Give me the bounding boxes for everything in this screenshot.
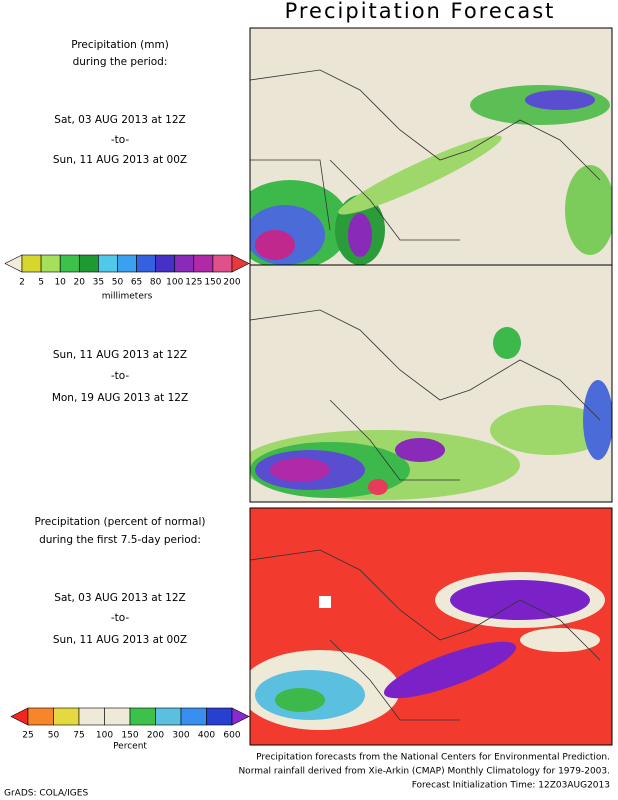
colorbar-arrow bbox=[231, 707, 250, 726]
colorbar-segment bbox=[117, 254, 137, 273]
colorbar-label: 25 bbox=[22, 731, 33, 741]
period-end: Sun, 11 AUG 2013 at 00Z bbox=[53, 634, 187, 646]
colorbar-segment bbox=[59, 254, 80, 273]
panel-heading: during the period: bbox=[73, 56, 168, 68]
colorbar-label: 50 bbox=[48, 731, 60, 741]
map-1 bbox=[250, 28, 612, 265]
period-end: Sun, 11 AUG 2013 at 00Z bbox=[53, 154, 187, 166]
colorbar-label: 150 bbox=[204, 278, 221, 288]
colorbar-label: 2 bbox=[19, 278, 25, 288]
colorbar-label: 600 bbox=[223, 731, 240, 741]
colorbar-segment bbox=[193, 254, 214, 273]
panel-heading: Precipitation (percent of normal) bbox=[35, 516, 206, 528]
colorbar-segment bbox=[155, 254, 176, 273]
period-separator: -to- bbox=[111, 370, 130, 382]
colorbar-label: 150 bbox=[121, 731, 138, 741]
footer-line: Precipitation forecasts from the Nationa… bbox=[256, 753, 610, 763]
period-start: Sat, 03 AUG 2013 at 12Z bbox=[54, 114, 185, 126]
colorbar-unit: millimeters bbox=[102, 292, 153, 302]
colorbar-segment bbox=[27, 707, 54, 726]
colorbar-unit: Percent bbox=[113, 742, 147, 752]
colorbar-segment bbox=[40, 254, 61, 273]
colorbar-segment bbox=[180, 707, 207, 726]
colorbar-segment bbox=[212, 254, 233, 273]
colorbar-label: 35 bbox=[93, 278, 104, 288]
footer-line: Normal rainfall derived from Xie-Arkin (… bbox=[238, 767, 610, 777]
credit: GrADS: COLA/IGES bbox=[4, 789, 88, 799]
colorbar-arrow bbox=[231, 254, 250, 273]
colorbar-segment bbox=[78, 707, 105, 726]
colorbar-segment bbox=[206, 707, 233, 726]
panel-heading: during the first 7.5-day period: bbox=[39, 534, 201, 546]
colorbar-segment bbox=[53, 707, 80, 726]
panel-heading: Precipitation (mm) bbox=[71, 39, 169, 51]
period-end: Mon, 19 AUG 2013 at 12Z bbox=[52, 392, 188, 404]
period-separator: -to- bbox=[111, 612, 130, 624]
colorbar-label: 10 bbox=[54, 278, 66, 288]
colorbar-label: 200 bbox=[223, 278, 240, 288]
map-2 bbox=[250, 265, 612, 502]
period-start: Sun, 11 AUG 2013 at 12Z bbox=[53, 349, 187, 361]
colorbar-label: 400 bbox=[198, 731, 215, 741]
colorbar-segment bbox=[104, 707, 131, 726]
colorbar-label: 200 bbox=[147, 731, 164, 741]
footer-line: Forecast Initialization Time: 12Z03AUG20… bbox=[412, 781, 610, 791]
title: Precipitation Forecast bbox=[285, 0, 556, 23]
colorbar-arrow bbox=[10, 707, 29, 726]
colorbar-label: 5 bbox=[38, 278, 44, 288]
colorbar-segment bbox=[21, 254, 42, 273]
colorbar-segment bbox=[155, 707, 182, 726]
colorbar-segment bbox=[98, 254, 118, 273]
colorbar-label: 100 bbox=[96, 731, 113, 741]
colorbar-label: 100 bbox=[166, 278, 183, 288]
colorbar-segment bbox=[78, 254, 99, 273]
colorbar-label: 50 bbox=[112, 278, 124, 288]
map-frame bbox=[249, 264, 613, 503]
colorbar-segment bbox=[136, 254, 156, 273]
colorbar-arrow bbox=[4, 254, 23, 273]
colorbar-label: 300 bbox=[172, 731, 189, 741]
colorbar-label: 80 bbox=[150, 278, 162, 288]
colorbar-label: 75 bbox=[73, 731, 84, 741]
colorbar-label: 65 bbox=[131, 278, 142, 288]
period-start: Sat, 03 AUG 2013 at 12Z bbox=[54, 592, 185, 604]
colorbar-segment bbox=[174, 254, 195, 273]
period-separator: -to- bbox=[111, 134, 130, 146]
colorbar-label: 20 bbox=[74, 278, 86, 288]
colorbar-label: 125 bbox=[185, 278, 202, 288]
map-frame bbox=[249, 507, 613, 746]
map-3 bbox=[250, 508, 612, 745]
colorbar-segment bbox=[129, 707, 156, 726]
